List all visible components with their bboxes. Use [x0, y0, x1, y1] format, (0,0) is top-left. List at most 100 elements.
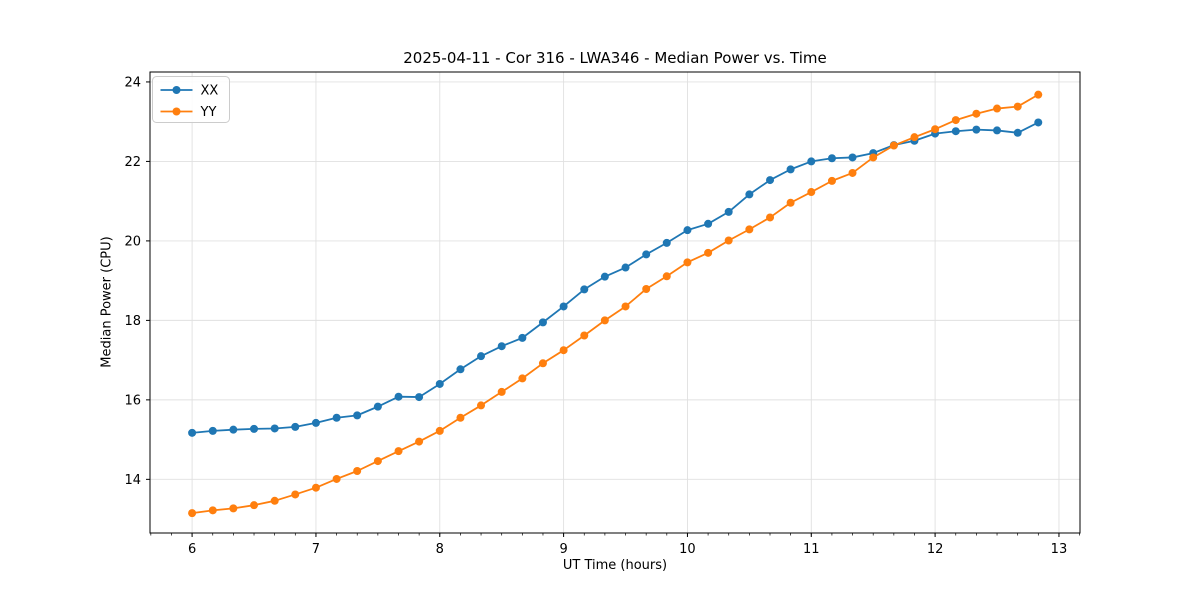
- series-YY-marker: [497, 387, 506, 396]
- x-tick-label: 9: [559, 542, 567, 557]
- series-YY-marker: [353, 467, 362, 475]
- series-XX-marker: [827, 154, 836, 163]
- series-XX-marker: [477, 352, 486, 361]
- series-YY-marker: [807, 188, 816, 197]
- series-YY-marker: [580, 331, 589, 340]
- series-XX-marker: [332, 413, 341, 422]
- series-YY-marker: [827, 176, 836, 185]
- series-YY-marker: [724, 236, 733, 245]
- series-YY-marker: [889, 141, 898, 150]
- series-XX-marker: [662, 238, 671, 247]
- series-XX-marker: [848, 153, 857, 162]
- series-XX-marker: [993, 126, 1002, 135]
- series-YY-marker: [993, 104, 1002, 113]
- y-tick-label: 14: [124, 473, 141, 488]
- x-axis-label: UT Time (hours): [562, 558, 668, 573]
- series-YY-marker: [786, 198, 795, 207]
- series-YY-marker: [848, 168, 857, 177]
- series-XX-marker: [1034, 118, 1043, 127]
- series-YY-marker: [270, 496, 279, 505]
- y-tick-label: 18: [124, 314, 141, 329]
- series-XX-marker: [270, 424, 279, 433]
- series-XX-marker: [951, 127, 960, 136]
- series-YY-marker: [642, 284, 651, 293]
- series-YY: [188, 90, 1043, 518]
- series-XX-marker: [621, 263, 630, 272]
- series-YY-marker: [766, 213, 775, 222]
- series-YY-marker: [972, 109, 981, 118]
- series-YY-marker: [250, 501, 259, 510]
- series-YY-marker: [621, 302, 630, 311]
- series-YY-marker: [373, 457, 382, 466]
- series-XX-marker: [972, 125, 981, 134]
- series-XX-marker: [559, 302, 568, 311]
- series-XX-marker: [724, 207, 733, 216]
- series-YY-marker: [188, 509, 197, 518]
- series-YY-marker: [931, 125, 940, 134]
- series-XX-marker: [291, 422, 300, 431]
- y-tick-label: 22: [124, 155, 141, 170]
- series-XX-marker: [518, 333, 527, 342]
- legend: XX YY: [152, 76, 230, 123]
- series-XX-marker: [580, 285, 589, 294]
- series-XX-marker: [807, 157, 816, 166]
- series-XX-marker: [250, 424, 259, 433]
- series-YY-marker: [745, 225, 754, 234]
- series-YY-marker: [415, 437, 424, 446]
- series-XX-marker: [415, 393, 424, 402]
- series-XX-marker: [683, 226, 692, 235]
- legend-label: XX: [201, 84, 219, 99]
- gridlines: [150, 72, 1080, 533]
- series-YY-marker: [477, 401, 486, 410]
- series-YY-marker: [435, 426, 444, 435]
- series-XX-marker: [373, 402, 382, 411]
- x-tick-label: 13: [1051, 542, 1068, 557]
- y-tick-label: 16: [124, 393, 141, 408]
- x-tick-label: 12: [927, 542, 944, 557]
- y-tick-label: 20: [124, 234, 141, 249]
- series-YY-marker: [518, 374, 527, 383]
- series-YY-marker: [291, 490, 300, 499]
- x-tick-label: 11: [803, 542, 820, 557]
- series-XX-marker: [786, 165, 795, 174]
- series-YY-marker: [394, 447, 403, 456]
- series-YY-marker: [910, 133, 919, 142]
- axis-ticks: [146, 81, 1080, 537]
- axis-tick-labels: 6 7 8 9 10 11 12 13 14 16 18 20 22 24: [124, 75, 1067, 557]
- y-tick-label: 24: [124, 75, 141, 90]
- series-YY-marker: [704, 248, 713, 257]
- series-YY-marker: [332, 474, 341, 483]
- series-XX-marker: [745, 190, 754, 199]
- series-XX-marker: [1013, 128, 1022, 137]
- series-XX-marker: [538, 318, 547, 327]
- series-XX-marker: [766, 176, 775, 185]
- series-YY-marker: [951, 116, 960, 125]
- x-tick-label: 8: [436, 542, 444, 557]
- series-YY-marker: [683, 258, 692, 267]
- x-tick-label: 7: [312, 542, 320, 557]
- series-YY-marker: [1034, 90, 1043, 99]
- chart-title: 2025-04-11 - Cor 316 - LWA346 - Median P…: [403, 49, 827, 67]
- legend-label: YY: [200, 105, 217, 120]
- series-YY-marker: [456, 413, 465, 422]
- series-XX-marker: [435, 379, 444, 388]
- series-XX-marker: [208, 426, 217, 435]
- series-YY-marker: [311, 483, 320, 492]
- series-YY-marker: [559, 346, 568, 355]
- series-YY-marker: [538, 359, 547, 368]
- series-YY-marker: [208, 506, 217, 515]
- x-tick-label: 6: [188, 542, 196, 557]
- series-XX-marker: [353, 411, 362, 420]
- series-YY-marker: [229, 504, 238, 513]
- series-XX-marker: [394, 392, 403, 401]
- series-YY-marker: [1013, 102, 1022, 111]
- series-XX-marker: [311, 418, 320, 427]
- series-XX-marker: [229, 425, 238, 434]
- series-XX-marker: [497, 342, 506, 351]
- series-YY-marker: [662, 272, 671, 281]
- x-tick-label: 10: [679, 542, 696, 557]
- y-axis-label: Median Power (CPU): [99, 236, 115, 368]
- series-XX-marker: [600, 272, 609, 281]
- series-XX-marker: [704, 219, 713, 228]
